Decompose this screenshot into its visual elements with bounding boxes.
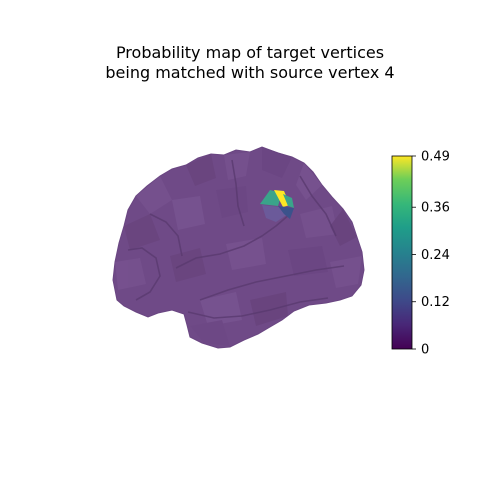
colorbar-ticks: 0 0.12 0.24 0.36 0.49 — [412, 150, 450, 358]
facet — [136, 176, 172, 214]
parietal-sulcus — [299, 175, 337, 237]
colorbar-tick-label: 0 — [421, 343, 429, 358]
colorbar-tick-label: 0.36 — [421, 201, 450, 216]
chart-title-line-1: Probability map of target vertices — [115, 43, 385, 62]
facet — [170, 248, 206, 282]
facet — [226, 238, 266, 270]
colorbar-tick-label: 0.24 — [421, 248, 450, 263]
brain-surface — [112, 146, 365, 349]
facet — [190, 320, 230, 346]
hotspot-facet — [278, 206, 294, 219]
facet — [224, 152, 250, 180]
facet — [330, 209, 357, 246]
facet — [288, 246, 328, 276]
frontal-sulcus — [149, 213, 183, 257]
hotspot-facet — [274, 190, 290, 207]
central-sulcus — [231, 159, 245, 227]
facet — [186, 154, 216, 186]
hotspot-facet — [283, 194, 294, 208]
facet — [330, 256, 362, 288]
facet — [300, 206, 338, 238]
mesh-facets — [115, 147, 362, 346]
facet — [250, 292, 288, 326]
facet — [172, 196, 205, 230]
facet — [115, 258, 146, 290]
colorbar-tick-label: 0.49 — [421, 150, 450, 165]
chart-title-line-2: being matched with source vertex 4 — [105, 63, 395, 82]
brain-sulci — [127, 159, 345, 319]
temporal-sulcus — [199, 265, 345, 301]
sylvian-fissure — [175, 213, 291, 269]
colorbar-gradient — [391, 155, 413, 350]
facet — [296, 163, 322, 200]
probability-hotspot — [260, 190, 294, 222]
facet — [262, 147, 292, 178]
colorbar: 0 0.12 0.24 0.36 0.49 — [391, 150, 450, 358]
colorbar-tick-label: 0.12 — [421, 295, 450, 310]
frontal-pole-fold — [127, 247, 161, 301]
lower-temporal-fold — [187, 297, 329, 319]
facet — [124, 214, 160, 250]
